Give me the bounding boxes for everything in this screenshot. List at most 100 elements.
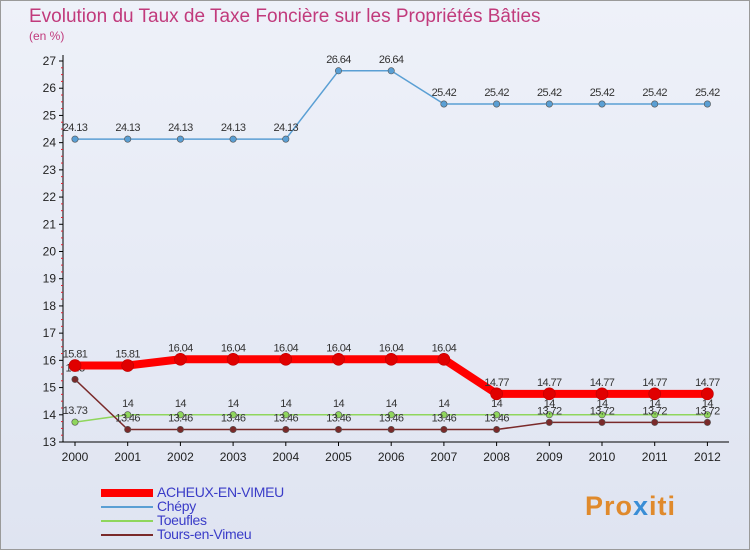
data-label-tours-en-vimeu: 13.72	[642, 405, 667, 417]
legend-label: Chépy	[157, 498, 196, 514]
data-point-ch-py	[651, 100, 659, 108]
y-tick-label: 13	[43, 435, 57, 449]
x-tick-label: 2003	[220, 450, 247, 464]
proxiti-logo: Proxiti	[585, 491, 676, 522]
data-label-toeufles: 14	[175, 398, 187, 410]
y-minor-tick	[61, 421, 63, 423]
data-label-acheux-en-vimeu: 14.77	[590, 377, 615, 389]
data-point-acheux-en-vimeu	[332, 352, 345, 366]
y-minor-tick	[61, 67, 63, 69]
data-label-acheux-en-vimeu: 14.77	[537, 377, 562, 389]
data-point-tours-en-vimeu	[176, 425, 184, 433]
data-point-tours-en-vimeu	[703, 418, 711, 426]
y-minor-tick	[61, 176, 63, 178]
data-label-tours-en-vimeu: 13.46	[168, 412, 193, 424]
data-label-acheux-en-vimeu: 16.04	[221, 342, 246, 354]
data-point-acheux-en-vimeu	[279, 352, 293, 366]
y-minor-tick	[61, 162, 63, 164]
data-point-ch-py	[282, 135, 290, 143]
data-label-toeufles: 14	[122, 398, 134, 410]
data-label-toeufles: 14	[280, 398, 292, 410]
y-minor-tick	[61, 393, 63, 395]
data-point-tours-en-vimeu	[598, 418, 606, 426]
data-label-toeufles: 14	[702, 398, 714, 410]
data-point-acheux-en-vimeu	[121, 359, 134, 372]
data-label-acheux-en-vimeu: 16.04	[432, 342, 457, 354]
data-point-tours-en-vimeu	[71, 375, 79, 383]
legend-label: ACHEUX-EN-VIMEU	[157, 484, 284, 500]
y-tick-label: 26	[43, 81, 57, 95]
y-minor-tick	[61, 155, 63, 157]
legend-swatch	[101, 534, 153, 536]
y-tick-label: 22	[43, 190, 57, 204]
data-point-tours-en-vimeu	[387, 425, 395, 433]
y-minor-tick	[61, 237, 63, 239]
data-label-ch-py: 25.42	[537, 87, 562, 99]
y-minor-tick	[61, 434, 63, 436]
unit-label: (en %)	[29, 29, 65, 43]
y-minor-tick	[61, 427, 63, 429]
data-label-ch-py: 24.13	[274, 122, 299, 134]
y-minor-tick	[61, 366, 63, 368]
y-minor-tick	[61, 319, 63, 321]
y-minor-tick	[61, 128, 63, 130]
y-minor-tick	[61, 339, 63, 341]
y-minor-tick	[61, 257, 63, 259]
data-point-acheux-en-vimeu	[68, 359, 82, 372]
data-label-ch-py: 25.42	[642, 87, 667, 99]
x-tick-label: 2009	[536, 450, 563, 464]
y-minor-tick	[61, 135, 63, 137]
y-tick-label: 17	[43, 326, 57, 340]
y-minor-tick	[61, 148, 63, 150]
y-minor-tick	[61, 108, 63, 110]
data-label-toeufles: 14	[333, 398, 345, 410]
data-label-toeufles: 13.73	[63, 405, 88, 417]
y-minor-tick	[61, 346, 63, 348]
data-label-toeufles: 14	[228, 398, 240, 410]
data-label-ch-py: 25.42	[590, 87, 615, 99]
data-point-acheux-en-vimeu	[648, 387, 662, 401]
x-tick-label: 2001	[114, 450, 141, 464]
data-point-tours-en-vimeu	[545, 418, 553, 426]
y-tick-label: 16	[43, 353, 57, 367]
y-minor-tick	[61, 373, 63, 375]
data-point-toeufles	[598, 411, 606, 419]
y-tick-label: 25	[43, 108, 57, 122]
data-point-tours-en-vimeu	[493, 425, 501, 433]
logo-part: iti	[649, 491, 677, 521]
data-label-tours-en-vimeu: 13.46	[484, 412, 509, 424]
data-label-toeufles: 14	[596, 398, 608, 410]
data-label-toeufles: 14	[649, 398, 661, 410]
data-point-tours-en-vimeu	[334, 425, 342, 433]
data-label-ch-py: 24.13	[221, 122, 246, 134]
data-point-ch-py	[703, 100, 711, 108]
legend-swatch	[101, 520, 153, 522]
y-minor-tick	[61, 94, 63, 96]
data-point-toeufles	[493, 411, 501, 419]
data-point-ch-py	[71, 135, 79, 143]
data-point-toeufles	[440, 411, 448, 419]
y-minor-tick	[61, 291, 63, 293]
data-label-acheux-en-vimeu: 16.04	[326, 342, 351, 354]
data-label-acheux-en-vimeu: 16.04	[379, 342, 404, 354]
data-label-tours-en-vimeu: 13.46	[432, 412, 457, 424]
data-label-tours-en-vimeu: 13.46	[115, 412, 140, 424]
data-point-tours-en-vimeu	[440, 425, 448, 433]
y-tick-label: 15	[43, 381, 57, 395]
y-minor-tick	[61, 312, 63, 314]
data-label-ch-py: 26.64	[326, 54, 351, 66]
y-minor-tick	[61, 80, 63, 82]
y-tick-label: 20	[43, 245, 57, 259]
x-tick-label: 2000	[62, 450, 89, 464]
data-point-toeufles	[124, 411, 132, 419]
x-tick-label: 2004	[272, 450, 299, 464]
data-point-toeufles	[703, 411, 711, 419]
data-point-toeufles	[176, 411, 184, 419]
x-tick-label: 2006	[378, 450, 405, 464]
data-point-toeufles	[545, 411, 553, 419]
y-tick-label: 18	[43, 299, 57, 313]
y-tick-label: 27	[43, 54, 57, 68]
y-minor-tick	[61, 203, 63, 205]
data-point-toeufles	[229, 411, 237, 419]
